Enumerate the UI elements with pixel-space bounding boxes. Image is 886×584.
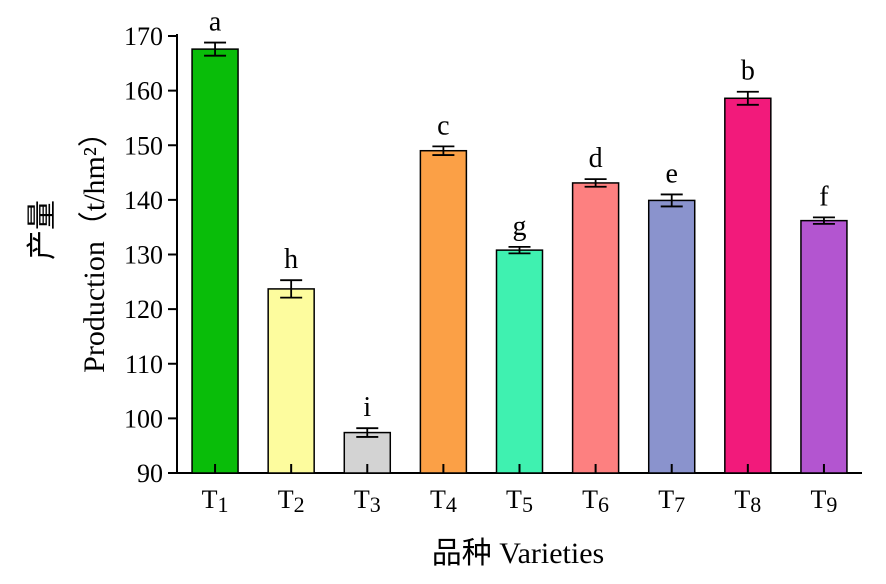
y-tick-label: 110 [125, 350, 163, 379]
significance-label-T3: i [363, 392, 371, 423]
x-tick-label-T3: T3 [354, 485, 381, 517]
y-tick-label: 140 [124, 186, 163, 215]
y-axis-title: Production（t/hm²） [78, 117, 111, 373]
bar-T9 [800, 219, 848, 474]
significance-label-T7: e [666, 158, 678, 189]
x-tick-label-T8: T8 [734, 485, 761, 517]
bar-T8 [724, 97, 772, 474]
bar-T6 [571, 182, 620, 474]
x-tick-label-T4: T4 [430, 485, 457, 517]
y-tick-label: 160 [124, 77, 163, 106]
y-tick-label: 90 [137, 459, 163, 488]
y-tick-label: 130 [124, 241, 163, 270]
x-tick-label-T7: T7 [658, 485, 685, 517]
plot-area: 90 100 110 120 130 140 150 160 170 a T1 h T2 i T3 c T4 g T… [124, 7, 862, 517]
y-tick-label: 150 [124, 131, 163, 160]
significance-label-T6: d [589, 143, 603, 174]
bar-T4 [419, 149, 468, 474]
x-tick-label-T6: T6 [582, 485, 609, 517]
significance-label-T5: g [513, 211, 527, 242]
significance-label-T2: h [284, 244, 298, 275]
x-tick-label-T2: T2 [278, 485, 305, 517]
y-tick-label: 100 [124, 404, 163, 433]
x-tick-label-T5: T5 [506, 485, 533, 517]
significance-label-T1: a [209, 7, 222, 38]
significance-label-T9: f [819, 181, 829, 212]
significance-label-T8: b [741, 56, 755, 87]
x-axis-title: 品种 Varieties [432, 537, 604, 570]
y-axis-title-chinese: 产量 [26, 200, 59, 260]
bar-T1 [191, 48, 239, 474]
bar-T5 [495, 249, 544, 474]
bar-T7 [647, 199, 696, 474]
y-tick-label: 120 [124, 295, 163, 324]
x-tick-label-T9: T9 [810, 485, 837, 517]
significance-label-T4: c [437, 110, 449, 141]
y-tick-label: 170 [124, 22, 163, 51]
x-tick-label-T1: T1 [202, 485, 229, 517]
bar-T2 [267, 288, 315, 474]
